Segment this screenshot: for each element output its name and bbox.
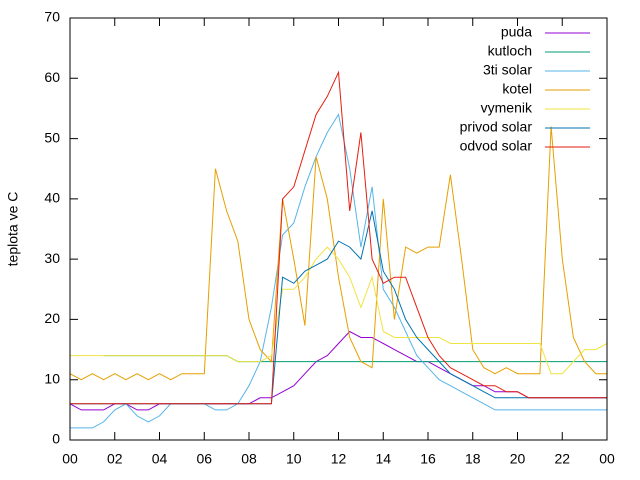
series-line (70, 210, 607, 405)
series-line (70, 70, 607, 405)
legend-label: vymenik (481, 100, 533, 116)
y-tick-label: 40 (44, 190, 60, 206)
y-tick-label: 20 (44, 310, 60, 326)
series-line (103, 355, 607, 363)
x-tick-label: 18 (465, 451, 481, 467)
y-tick-label: 0 (52, 431, 60, 447)
legend-label: 3ti solar (483, 62, 532, 78)
x-tick-label: 12 (331, 451, 347, 467)
x-tick-label: 00 (62, 451, 78, 467)
x-tick-label: 16 (420, 451, 436, 467)
y-tick-label: 50 (44, 129, 60, 145)
y-tick-label: 10 (44, 370, 60, 386)
legend-label: kotel (502, 81, 532, 97)
legend-label: kutloch (488, 43, 532, 59)
y-axis-label: teplota ve C (5, 192, 21, 267)
x-tick-label: 04 (152, 451, 168, 467)
legend-label: odvod solar (460, 138, 533, 154)
x-tick-label: 08 (241, 451, 257, 467)
x-tick-label: 00 (599, 451, 615, 467)
y-tick-label: 30 (44, 250, 60, 266)
series-line (70, 246, 608, 375)
y-tick-label: 70 (44, 9, 60, 25)
series-line (70, 113, 607, 429)
y-tick-label: 60 (44, 69, 60, 85)
x-tick-label: 10 (286, 451, 302, 467)
plot-border (69, 17, 608, 441)
legend-label: puda (501, 24, 532, 40)
series-line (69, 126, 607, 381)
legend-label: privod solar (460, 119, 533, 135)
x-tick-label: 02 (107, 451, 123, 467)
x-tick-label: 14 (375, 451, 391, 467)
x-tick-label: 20 (510, 451, 526, 467)
x-tick-label: 06 (196, 451, 212, 467)
x-tick-label: 22 (554, 451, 570, 467)
